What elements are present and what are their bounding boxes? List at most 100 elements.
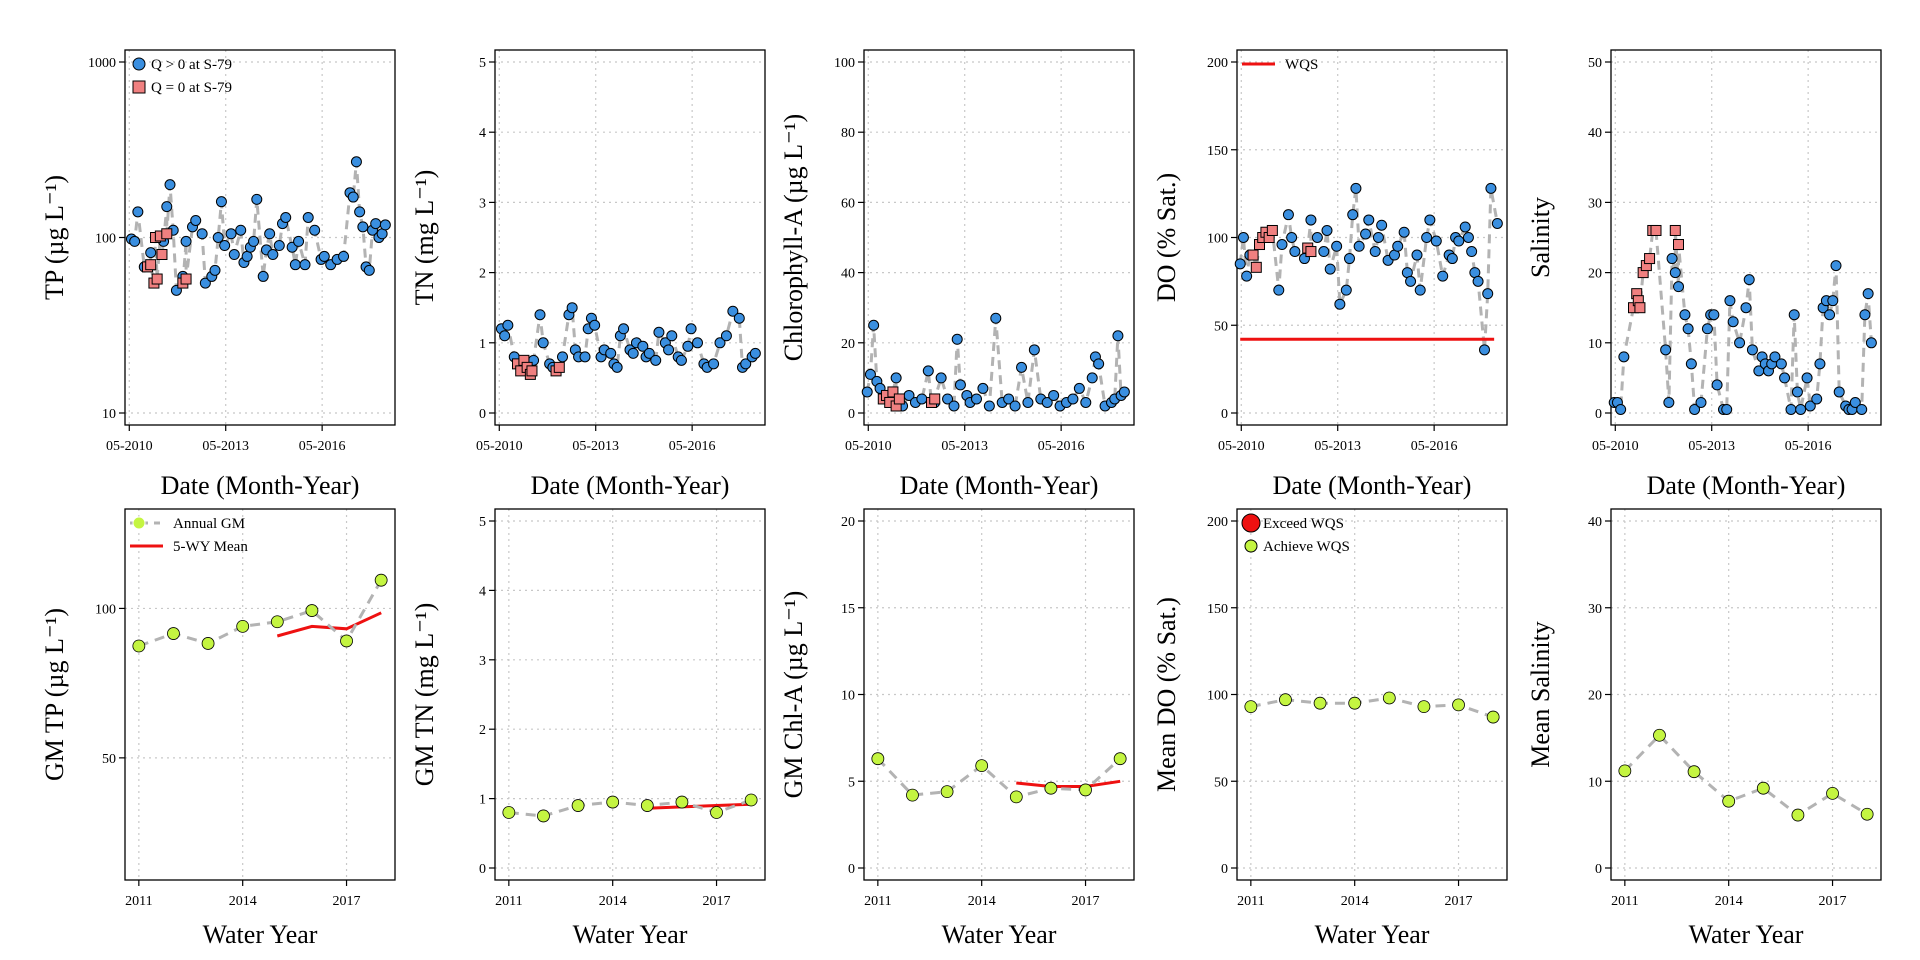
data-point-flow	[161, 201, 173, 213]
x-tick-label: 05-2010	[1218, 439, 1265, 454]
data-point-flow	[1353, 240, 1365, 252]
legend-label: WQS	[1285, 57, 1318, 73]
data-point-flow	[1372, 232, 1384, 243]
data-point-flow	[1482, 288, 1494, 300]
annual-point	[1653, 728, 1666, 742]
data-point-flow	[1865, 337, 1877, 349]
data-point-flow	[1340, 284, 1352, 296]
data-point-flow	[977, 382, 989, 394]
data-point-flow	[1286, 232, 1298, 243]
data-point-flow	[951, 333, 963, 345]
data-point-flow	[935, 372, 947, 384]
data-point-flow	[1479, 344, 1490, 356]
data-point-flow	[257, 270, 269, 282]
legend: Exceed WQS Achieve WQS	[1241, 513, 1350, 555]
legend: Q > 0 at S-79 Q = 0 at S-79	[132, 57, 232, 96]
y-tick-label: 10	[102, 407, 116, 422]
data-point-flow	[727, 305, 739, 317]
data-point-flow	[1360, 228, 1372, 240]
y-axis-title: GM TP (µg L⁻¹)	[40, 608, 69, 781]
series-group	[132, 573, 388, 653]
data-point-flow	[1679, 309, 1691, 321]
data-point-flow	[1347, 209, 1359, 221]
annual-point	[871, 752, 885, 766]
data-point-flow	[685, 323, 697, 335]
data-point-flow	[1827, 295, 1839, 307]
gridlines	[864, 509, 1134, 880]
data-point-flow	[1724, 295, 1736, 307]
data-point-flow	[1398, 226, 1410, 238]
series-group	[125, 156, 391, 296]
y-tick-label: 1	[479, 337, 486, 352]
panel-4: 0 50 100 150 200 05-2010 05-2013 05-2016 DO (% S…	[1152, 49, 1508, 500]
plot-frame	[494, 508, 766, 881]
data-point-flow	[1331, 240, 1343, 252]
data-point-flow	[1695, 396, 1707, 408]
data-point-flow	[566, 302, 578, 314]
plot-frame	[494, 49, 766, 426]
data-point-flow	[1028, 344, 1040, 356]
data-point-flow	[1305, 214, 1317, 226]
y-axis-title: TP (µg L⁻¹)	[40, 175, 69, 300]
data-point-flow	[740, 358, 752, 370]
annual-point	[975, 759, 989, 773]
series-group	[495, 301, 761, 380]
data-point-flow	[1801, 372, 1813, 384]
data-point-flow	[338, 250, 350, 262]
data-point-flow	[1746, 344, 1758, 356]
data-point-flow	[1689, 403, 1701, 415]
data-point-flow	[251, 193, 263, 205]
data-point-flow	[1022, 396, 1034, 408]
panel-9: 0 50 100 150 200 2011 2014 2017 Mean DO (% Sat.)…	[1152, 508, 1508, 949]
annual-point	[1722, 794, 1736, 808]
x-tick-label: 05-2013	[202, 439, 249, 454]
data-point-flow	[318, 250, 330, 262]
y-tick-label: 0	[1221, 407, 1228, 422]
data-point-flow	[1721, 403, 1733, 415]
data-point-flow	[861, 386, 873, 398]
x-tick-label: 05-2010	[845, 439, 892, 454]
x-tick-label: 05-2016	[1411, 439, 1458, 454]
x-axis-title: Water Year	[1315, 920, 1430, 949]
data-point-flow	[1849, 396, 1861, 408]
x-tick-label: 2017	[1445, 894, 1473, 909]
y-tick-label: 40	[841, 267, 855, 282]
data-point-flow	[1462, 232, 1474, 243]
x-tick-label: 05-2016	[1038, 439, 1085, 454]
data-point-flow	[605, 347, 617, 359]
data-point-noflow	[1247, 249, 1259, 261]
data-point-flow	[589, 319, 601, 331]
data-point-flow	[1682, 323, 1694, 335]
data-point-flow	[1459, 221, 1471, 233]
data-point-flow	[1824, 309, 1836, 321]
data-point-flow	[190, 214, 202, 226]
data-point-flow	[379, 219, 391, 231]
data-point-flow	[264, 228, 276, 240]
y-axis-title: DO (% Sat.)	[1152, 173, 1181, 302]
data-point-flow	[357, 221, 369, 233]
annual-point	[1244, 700, 1258, 714]
data-point-flow	[1392, 240, 1404, 252]
annual-point	[710, 806, 723, 819]
y-tick-label: 60	[841, 196, 855, 211]
data-point-noflow	[145, 259, 157, 271]
data-point-flow	[1437, 270, 1449, 282]
data-point-flow	[1080, 396, 1092, 408]
data-point-flow	[293, 235, 305, 247]
data-point-flow	[1067, 393, 1079, 405]
y-axis-title: GM TN (mg L⁻¹)	[410, 603, 439, 787]
y-tick-label: 100	[95, 602, 116, 617]
annual-point	[167, 627, 180, 640]
data-point-flow	[299, 259, 311, 271]
x-tick-label: 2017	[1819, 894, 1847, 909]
data-point-flow	[1804, 400, 1816, 412]
x-tick-label: 05-2013	[572, 439, 619, 454]
data-point-flow	[1273, 284, 1285, 296]
y-tick-label: 1000	[88, 56, 116, 71]
data-point-flow	[1321, 224, 1333, 236]
x-axis-title: Water Year	[942, 920, 1057, 949]
x-tick-label: 2014	[229, 894, 257, 909]
data-point-flow	[1859, 309, 1871, 321]
panel-2: 0 1 2 3 4 5 05-2010 05-2013 05-2016 TN (mg L⁻¹) Da…	[410, 49, 766, 500]
annual-point	[640, 799, 654, 812]
